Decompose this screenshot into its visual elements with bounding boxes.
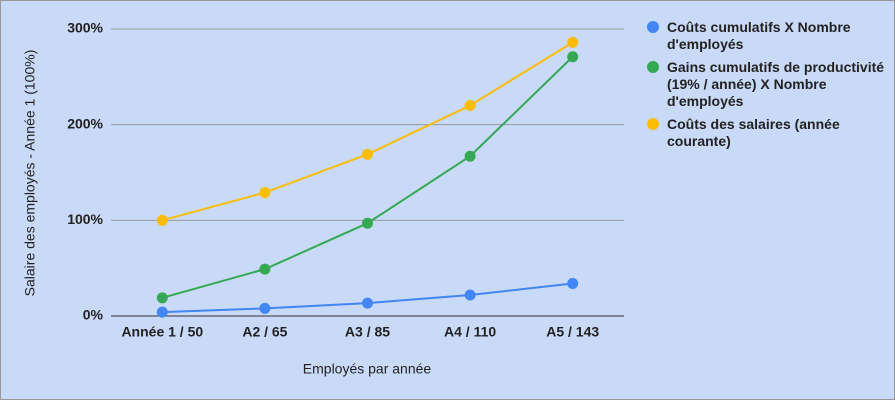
legend-label: Gains cumulatifs de productivité (19% / … bbox=[667, 59, 885, 109]
y-tick-label: 300% bbox=[67, 20, 103, 36]
x-tick-label: A3 / 85 bbox=[345, 324, 390, 340]
legend-item: Coûts des salaires (année courante) bbox=[647, 116, 887, 150]
data-point bbox=[567, 277, 579, 289]
legend-label: Coûts des salaires (année courante) bbox=[667, 116, 840, 149]
x-tick-label: A2 / 65 bbox=[242, 324, 287, 340]
data-point bbox=[259, 263, 271, 275]
data-point bbox=[156, 292, 168, 304]
data-point bbox=[259, 302, 271, 314]
data-point bbox=[567, 36, 579, 48]
legend-label: Coûts cumulatifs X Nombre d'employés bbox=[667, 19, 851, 52]
legend-swatch bbox=[647, 61, 659, 73]
data-point bbox=[156, 214, 168, 226]
data-point bbox=[567, 51, 579, 63]
data-point bbox=[156, 306, 168, 318]
legend-swatch bbox=[647, 118, 659, 130]
y-tick-label: 0% bbox=[83, 307, 104, 323]
x-tick-label: A4 / 110 bbox=[444, 324, 496, 340]
series-line bbox=[162, 56, 574, 299]
data-point bbox=[362, 297, 373, 309]
y-tick-label: 100% bbox=[67, 211, 103, 227]
x-tick-label: A5 / 143 bbox=[546, 324, 599, 340]
legend-swatch bbox=[647, 21, 659, 33]
series-line bbox=[162, 41, 574, 222]
y-tick-label: 200% bbox=[67, 115, 103, 131]
data-point bbox=[464, 100, 476, 112]
y-axis-title: Salaire des employés - Année 1 (100%) bbox=[22, 50, 38, 297]
x-axis-title: Employés par année bbox=[303, 361, 432, 377]
data-point bbox=[464, 150, 476, 162]
legend-item: Coûts cumulatifs X Nombre d'employés bbox=[647, 19, 887, 53]
data-point bbox=[362, 148, 373, 160]
data-point bbox=[259, 187, 271, 199]
data-point bbox=[464, 289, 476, 301]
legend: Coûts cumulatifs X Nombre d'employés Gain… bbox=[647, 19, 887, 156]
x-tick-label: Année 1 / 50 bbox=[121, 324, 203, 340]
legend-item: Gains cumulatifs de productivité (19% / … bbox=[647, 59, 887, 110]
data-point bbox=[362, 217, 373, 229]
